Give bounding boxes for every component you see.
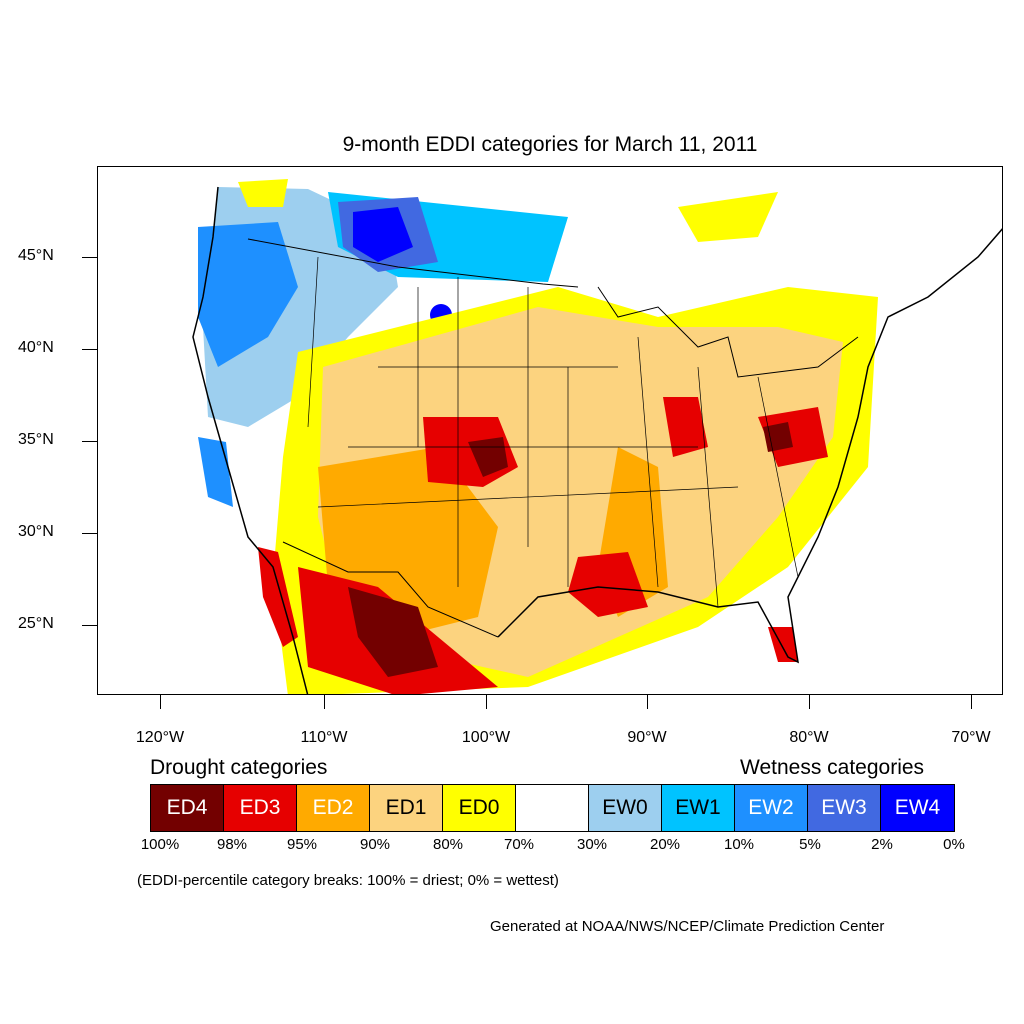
lon-label-70: 70°W [951, 729, 991, 746]
region-ed0-north [238, 179, 288, 207]
map-title: 9-month EDDI categories for March 11, 20… [342, 133, 758, 156]
region-ed3-illinois [663, 397, 708, 457]
region-ed3-gulf [568, 552, 648, 617]
lat-label-45: 45°N [18, 247, 54, 264]
region-ed4-virginia [763, 422, 793, 452]
lon-label-100: 100°W [461, 729, 511, 746]
region-ed3-florida [768, 627, 798, 662]
lon-tick-120 [160, 695, 161, 709]
lat-tick-25 [82, 625, 97, 626]
coastline-gulf-east [497, 228, 1002, 664]
legend-cell-ew2: EW2 [735, 785, 808, 831]
lat-label-25: 25°N [18, 615, 54, 632]
legend-cell-neutral [516, 785, 589, 831]
state-lines [307, 256, 799, 608]
lon-tick-80 [809, 695, 810, 709]
credit-line: Generated at NOAA/NWS/NCEP/Climate Predi… [490, 918, 885, 935]
percentile-label: 100% [140, 836, 180, 853]
lat-tick-40 [82, 349, 97, 350]
lat-label-35: 35°N [18, 431, 54, 448]
lat-label-30: 30°N [18, 523, 54, 540]
drought-heading: Drought categories [150, 756, 328, 779]
coastline-west [192, 186, 309, 694]
lat-tick-30 [82, 533, 97, 534]
lat-tick-45 [82, 257, 97, 258]
region-ed0-michigan [678, 192, 778, 242]
legend-cell-ew4: EW4 [881, 785, 954, 831]
legend-cell-ed4: ED4 [151, 785, 224, 831]
lat-tick-35 [82, 441, 97, 442]
lon-tick-100 [486, 695, 487, 709]
lat-label-40: 40°N [18, 339, 54, 356]
legend-cell-ew3: EW3 [808, 785, 881, 831]
legend-cell-ew1: EW1 [662, 785, 735, 831]
border-mexico [282, 541, 499, 638]
percentile-label: 80% [432, 836, 464, 853]
percentile-label: 2% [871, 836, 893, 853]
region-ed3-virginia [758, 407, 828, 467]
percentile-label: 5% [799, 836, 821, 853]
border-canada [247, 238, 579, 288]
region-ew2-northwest [198, 222, 298, 367]
percentile-label: 20% [649, 836, 681, 853]
wetness-heading: Wetness categories [740, 756, 925, 779]
legend-cell-ed3: ED3 [224, 785, 297, 831]
percentile-label: 98% [216, 836, 248, 853]
category-note: (EDDI-percentile category breaks: 100% =… [137, 872, 559, 889]
region-ed4-mexico [348, 587, 438, 677]
lon-label-110: 110°W [300, 729, 348, 746]
lon-label-120: 120°W [135, 729, 185, 746]
eddi-map [97, 166, 1003, 695]
percentile-label: 0% [943, 836, 965, 853]
lon-tick-70 [971, 695, 972, 709]
lon-label-80: 80°W [789, 729, 829, 746]
lon-tick-110 [324, 695, 325, 709]
great-lakes [597, 286, 859, 378]
percentile-label: 90% [359, 836, 391, 853]
legend-cell-ew0: EW0 [589, 785, 662, 831]
legend-colorbar: ED4 ED3 ED2 ED1 ED0 EW0 EW1 EW2 EW3 EW4 [150, 784, 955, 832]
legend-cell-ed2: ED2 [297, 785, 370, 831]
percentile-label: 10% [723, 836, 755, 853]
legend-cell-ed1: ED1 [370, 785, 443, 831]
map-canvas [192, 179, 1002, 694]
region-ew2-coast [198, 437, 233, 507]
percentile-label: 70% [503, 836, 535, 853]
region-ew4-montana [353, 207, 413, 262]
lon-label-90: 90°W [627, 729, 667, 746]
percentile-label: 95% [286, 836, 318, 853]
lon-tick-90 [647, 695, 648, 709]
legend-cell-ed0: ED0 [443, 785, 516, 831]
percentile-label: 30% [576, 836, 608, 853]
